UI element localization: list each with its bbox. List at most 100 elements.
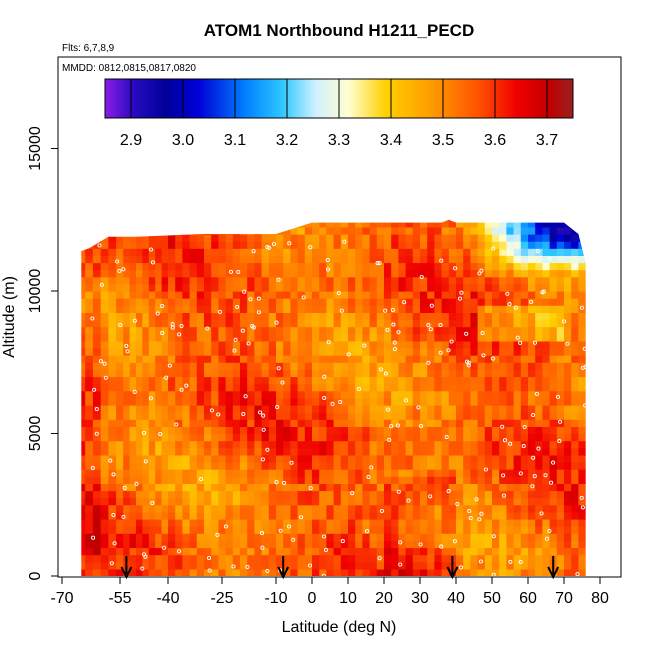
heatmap-cell [340,511,349,520]
heatmap-cell [81,276,86,285]
heatmap-cell [276,283,284,292]
heatmap-cell [283,276,291,285]
heatmap-cell [420,298,428,306]
heatmap-cell [441,383,450,392]
heatmap-cell [405,355,414,363]
heatmap-cell [81,376,86,385]
heatmap-cell [520,234,529,242]
heatmap-cell [326,312,335,321]
heatmap-cell [81,219,86,221]
heatmap-cell [348,369,356,378]
heatmap-cell [427,511,435,520]
heatmap-cell [136,383,143,392]
heatmap-cell [448,390,457,399]
heatmap-cell [175,326,183,335]
heatmap-cell [384,333,392,342]
heatmap-cell [211,326,219,335]
measurement-dot [480,330,485,336]
heatmap-cell [312,483,320,492]
heatmap-cell [340,547,349,556]
heatmap-cell [175,490,183,499]
heatmap-cell [247,283,255,292]
heatmap-cell [326,305,335,313]
heatmap-cell [261,226,270,235]
heatmap-cell [513,568,522,577]
heatmap-cell [528,291,536,299]
heatmap-cell [528,462,536,470]
heatmap-cell [218,440,227,449]
heatmap-cell [276,298,284,306]
heatmap-cell [384,440,392,449]
heatmap-cell [376,326,385,335]
heatmap-cell [484,568,493,577]
heatmap-cell [326,405,335,413]
heatmap-cell [240,226,248,235]
heatmap-cell [333,298,342,306]
heatmap-cell [161,540,169,549]
heatmap-cell [528,333,536,342]
heatmap-cell [585,369,586,378]
heatmap-cell [290,511,299,520]
heatmap-cell [136,283,143,292]
heatmap-cell [362,291,371,299]
heatmap-cell [182,419,191,427]
heatmap-cell [319,291,327,299]
heatmap-cell [100,540,109,549]
heatmap-cell [142,412,150,420]
heatmap-cell [470,333,479,342]
measurement-dot [287,241,292,246]
heatmap-cell [189,419,198,427]
heatmap-cell [123,412,131,420]
heatmap-cell [340,241,349,249]
heatmap-cell [123,333,131,342]
heatmap-cell [123,519,131,527]
heatmap-cell [283,305,291,313]
heatmap-cell [211,305,219,313]
heatmap-cell [340,504,349,513]
heatmap-cell [290,454,299,463]
heatmap-cell [100,355,109,363]
heatmap-cell [276,426,284,435]
heatmap-cell [398,568,407,577]
heatmap-cell [549,519,558,527]
heatmap-cell [391,248,399,256]
heatmap-cell [148,490,156,499]
colorbar-tick-label: 3.2 [276,132,298,149]
heatmap-cell [434,497,443,506]
heatmap-cell [362,319,371,328]
heatmap-cell [297,291,306,299]
measurement-dot [90,316,95,321]
measurement-dot [338,399,343,405]
heatmap-cell [283,412,291,420]
heatmap-cell [376,504,385,513]
heatmap-cell [268,440,277,449]
heatmap-cell [319,248,327,256]
heatmap-cell [116,219,124,221]
heatmap-cell [549,540,558,549]
heatmap-cell [204,369,212,378]
heatmap-cell [232,305,241,313]
heatmap-cell [456,355,464,363]
heatmap-cell [85,276,94,285]
heatmap-cell [556,561,565,570]
heatmap-cell [556,362,565,370]
heatmap-cell [528,326,536,335]
heatmap-cell [254,305,263,313]
heatmap-cell [148,561,156,570]
heatmap-cell [304,419,313,427]
heatmap-cell [304,348,313,356]
heatmap-cell [477,561,486,570]
heatmap-cell [168,333,176,342]
heatmap-cell [398,397,407,406]
heatmap-cell [585,540,586,549]
heatmap-cell [304,312,313,321]
heatmap-cell [340,476,349,484]
heatmap-cell [182,269,191,278]
heatmap-cell [427,568,435,577]
heatmap-cell [499,326,507,335]
heatmap-cell [484,291,493,299]
heatmap-cell [283,540,291,549]
measurement-dot [579,495,584,500]
heatmap-cell [204,533,212,541]
measurement-dot [419,274,424,280]
